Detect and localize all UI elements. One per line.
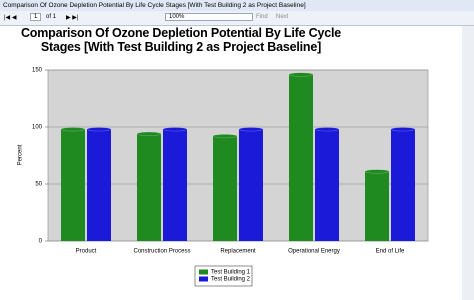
y-axis-label: Percent bbox=[18, 144, 24, 165]
y-tick-label: 100 bbox=[32, 125, 43, 131]
bar bbox=[365, 171, 389, 241]
toolbar: |◀ ◀ 1 of 1 ▶ ▶| 100% Find Next bbox=[0, 11, 474, 26]
bar bbox=[289, 74, 313, 241]
y-tick-label: 0 bbox=[39, 239, 43, 245]
bar bbox=[315, 129, 339, 241]
plot-area bbox=[47, 69, 429, 242]
find-button[interactable]: Find bbox=[256, 14, 268, 20]
nav-first[interactable]: |◀ ◀ bbox=[4, 15, 17, 21]
y-tick-label: 50 bbox=[35, 182, 42, 188]
x-tick-label: Product bbox=[76, 249, 97, 255]
bar-top bbox=[162, 127, 188, 132]
bar bbox=[163, 129, 187, 241]
bar-top bbox=[86, 127, 112, 132]
legend-label: Test Building 2 bbox=[211, 277, 251, 283]
x-tick-label: Replacement bbox=[220, 249, 256, 255]
page-count: of 1 bbox=[46, 14, 57, 20]
legend-box bbox=[194, 265, 253, 287]
bar bbox=[61, 129, 85, 241]
x-tick-label: Operational Energy bbox=[288, 249, 340, 255]
scrollbar[interactable] bbox=[462, 26, 474, 300]
bar-top bbox=[314, 127, 340, 132]
nav-next[interactable]: ▶ ▶| bbox=[66, 15, 79, 21]
bar bbox=[239, 129, 263, 241]
legend-swatch bbox=[199, 276, 208, 282]
bar-top bbox=[238, 127, 264, 132]
bar bbox=[391, 129, 415, 241]
bar-top bbox=[288, 72, 314, 77]
legend-swatch bbox=[199, 269, 208, 275]
chart-title: Comparison Of Ozone Depletion Potential … bbox=[20, 26, 341, 54]
x-tick-label: Construction Process bbox=[133, 249, 190, 255]
bar-top bbox=[390, 127, 416, 132]
bar-top bbox=[60, 127, 86, 132]
bar-top bbox=[212, 134, 238, 139]
bar-top bbox=[136, 131, 162, 136]
bar bbox=[213, 136, 237, 241]
page-input[interactable]: 1 bbox=[30, 13, 42, 21]
bar bbox=[87, 129, 111, 241]
zoom-select[interactable]: 100% bbox=[165, 13, 253, 21]
window-title: Comparison Of Ozone Depletion Potential … bbox=[0, 0, 474, 11]
x-tick-label: End of Life bbox=[376, 249, 405, 255]
y-tick-label: 150 bbox=[32, 68, 43, 74]
bar bbox=[137, 133, 161, 241]
next-button[interactable]: Next bbox=[276, 14, 289, 20]
bar-top bbox=[364, 169, 390, 174]
legend-label: Test Building 1 bbox=[211, 270, 251, 276]
